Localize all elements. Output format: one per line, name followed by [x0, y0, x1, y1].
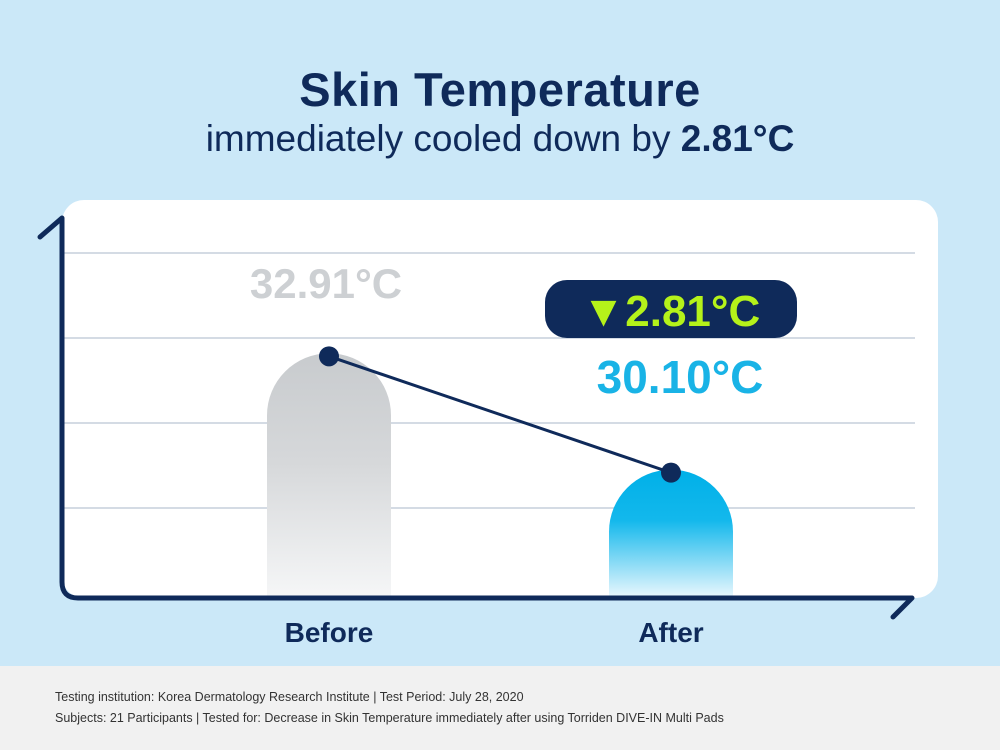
subtitle-value: 2.81°C [680, 118, 795, 159]
value-labels: 32.91°C 30.10°C [250, 260, 763, 403]
temperature-chart: ▼2.81°C 32.91°C 30.10°C Before After [37, 215, 915, 648]
difference-badge: ▼2.81°C [545, 280, 797, 338]
connector-line [328, 354, 672, 475]
value-label-before: 32.91°C [250, 260, 402, 307]
footer: Testing institution: Korea Dermatology R… [0, 666, 1000, 750]
chart-title: Skin Temperature [299, 63, 701, 116]
difference-label: ▼2.81°C [582, 287, 761, 336]
data-point-after [661, 462, 681, 483]
chart-panel [62, 200, 938, 598]
footer-line-1: Testing institution: Korea Dermatology R… [55, 690, 524, 704]
data-point-before [319, 346, 339, 367]
chart-subtitle: immediately cooled down by 2.81°C [0, 118, 1000, 160]
category-label-before: Before [285, 617, 374, 648]
axis-line [37, 215, 915, 620]
bar-before [267, 353, 391, 596]
category-labels: Before After [285, 617, 704, 648]
category-label-after: After [638, 617, 703, 648]
subtitle-text: immediately cooled down by [205, 118, 671, 159]
footer-line-2: Subjects: 21 Participants | Tested for: … [55, 711, 724, 725]
connector-group [319, 346, 681, 483]
bar-after [609, 469, 733, 596]
value-label-after: 30.10°C [597, 351, 764, 403]
bars [267, 353, 733, 596]
